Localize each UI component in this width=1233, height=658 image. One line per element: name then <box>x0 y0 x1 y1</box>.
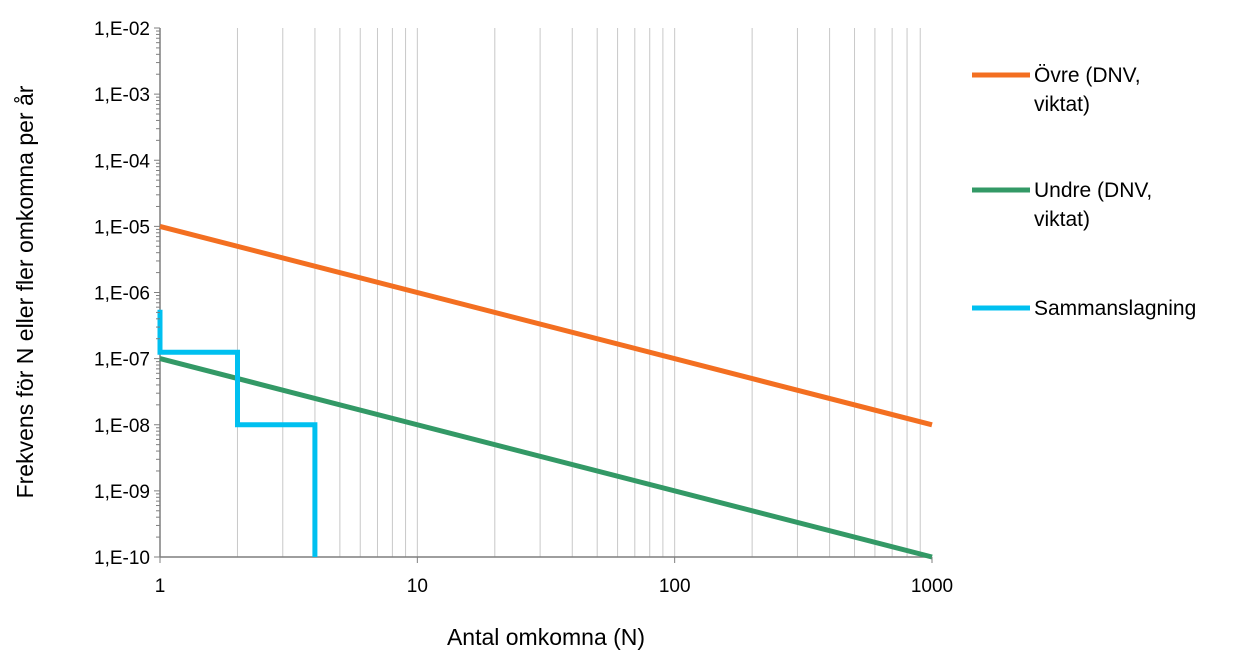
x-tick-label: 1000 <box>911 576 953 597</box>
series-line <box>159 223 933 428</box>
y-tick-label: 1,E-03 <box>94 85 150 106</box>
legend-label: Undre (DNV, <box>1034 179 1152 202</box>
legend: Övre (DNV, viktat) Undre (DNV, viktat) Samma… <box>972 64 1196 320</box>
y-tick-label: 1,E-02 <box>94 19 150 40</box>
legend-label: Övre (DNV, <box>1034 64 1141 87</box>
axes-layer <box>159 28 932 558</box>
tick-label-layer: 1,E-10 1,E-09 1,E-08 1,E-07 1,E-06 1,E-05 1,E-… <box>94 19 953 597</box>
legend-label: viktat) <box>1034 208 1090 231</box>
x-tick-label: 1 <box>155 576 166 597</box>
x-tick-label: 10 <box>407 576 428 597</box>
y-tick-label: 1,E-10 <box>94 548 150 569</box>
x-axis-title: Antal omkomna (N) <box>447 624 645 650</box>
y-axis-title: Frekvens för N eller fler omkomna per år <box>12 85 38 498</box>
y-tick-label: 1,E-07 <box>94 350 150 371</box>
x-tick-label: 100 <box>659 576 691 597</box>
legend-label: Sammanslagning <box>1034 297 1196 320</box>
series-layer <box>157 223 933 560</box>
y-tick-label: 1,E-08 <box>94 416 150 437</box>
y-tick-label: 1,E-09 <box>94 482 150 503</box>
y-tick-label: 1,E-06 <box>94 284 150 305</box>
series-line <box>159 356 933 560</box>
series-line <box>157 309 318 557</box>
y-tick-label: 1,E-05 <box>94 217 150 238</box>
legend-label: viktat) <box>1034 93 1090 116</box>
y-tick-label: 1,E-04 <box>94 151 150 172</box>
grid-layer <box>236 28 921 557</box>
